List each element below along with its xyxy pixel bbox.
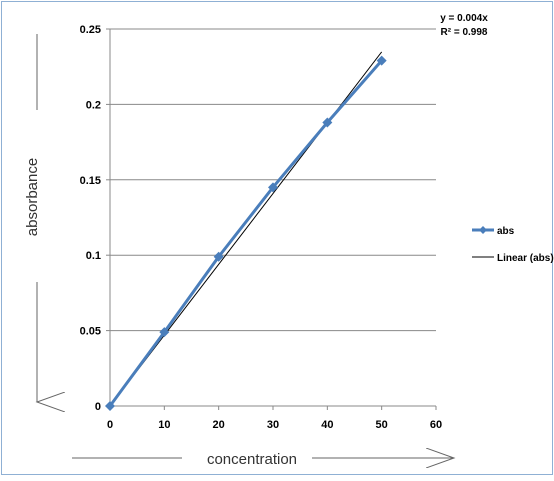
series-line-abs bbox=[108, 59, 383, 407]
data-point-abs bbox=[213, 251, 224, 262]
y-tick-label: 0.25 bbox=[80, 24, 101, 36]
x-tick-label: 30 bbox=[267, 419, 279, 431]
data-point-abs bbox=[376, 55, 387, 66]
data-point-abs bbox=[159, 327, 170, 338]
y-axis-title: absorbance bbox=[24, 158, 41, 236]
data-point-abs bbox=[322, 117, 333, 128]
y-tick-label: 0.2 bbox=[86, 99, 101, 111]
series-layer bbox=[105, 51, 387, 411]
legend: abs Linear (abs) bbox=[472, 226, 554, 264]
legend-linear-label: Linear (abs) bbox=[497, 253, 554, 264]
axes bbox=[106, 28, 437, 410]
trendline-equation: y = 0.004x bbox=[440, 13, 488, 24]
legend-abs-label: abs bbox=[497, 226, 515, 237]
x-tick-label: 10 bbox=[158, 419, 170, 431]
x-axis-title: concentration bbox=[207, 451, 297, 468]
x-tick-label: 60 bbox=[430, 419, 442, 431]
r-squared-label: R² = 0.998 bbox=[441, 27, 488, 38]
y-tick-label: 0.1 bbox=[86, 250, 101, 262]
x-tick-label: 40 bbox=[321, 419, 333, 431]
x-tick-label: 20 bbox=[213, 419, 225, 431]
legend-abs-marker bbox=[479, 226, 487, 234]
ticks-layer: 0 0.05 0.1 0.15 0.2 0.25 0 10 20 30 40 50 60 bbox=[80, 24, 443, 431]
gridlines bbox=[110, 28, 436, 332]
x-tick-label: 50 bbox=[376, 419, 388, 431]
y-tick-label: 0 bbox=[95, 401, 101, 413]
y-tick-label: 0.05 bbox=[80, 326, 101, 338]
x-tick-label: 0 bbox=[107, 419, 113, 431]
data-point-abs bbox=[268, 182, 278, 193]
data-point-abs bbox=[105, 401, 115, 411]
y-tick-label: 0.15 bbox=[80, 175, 101, 187]
